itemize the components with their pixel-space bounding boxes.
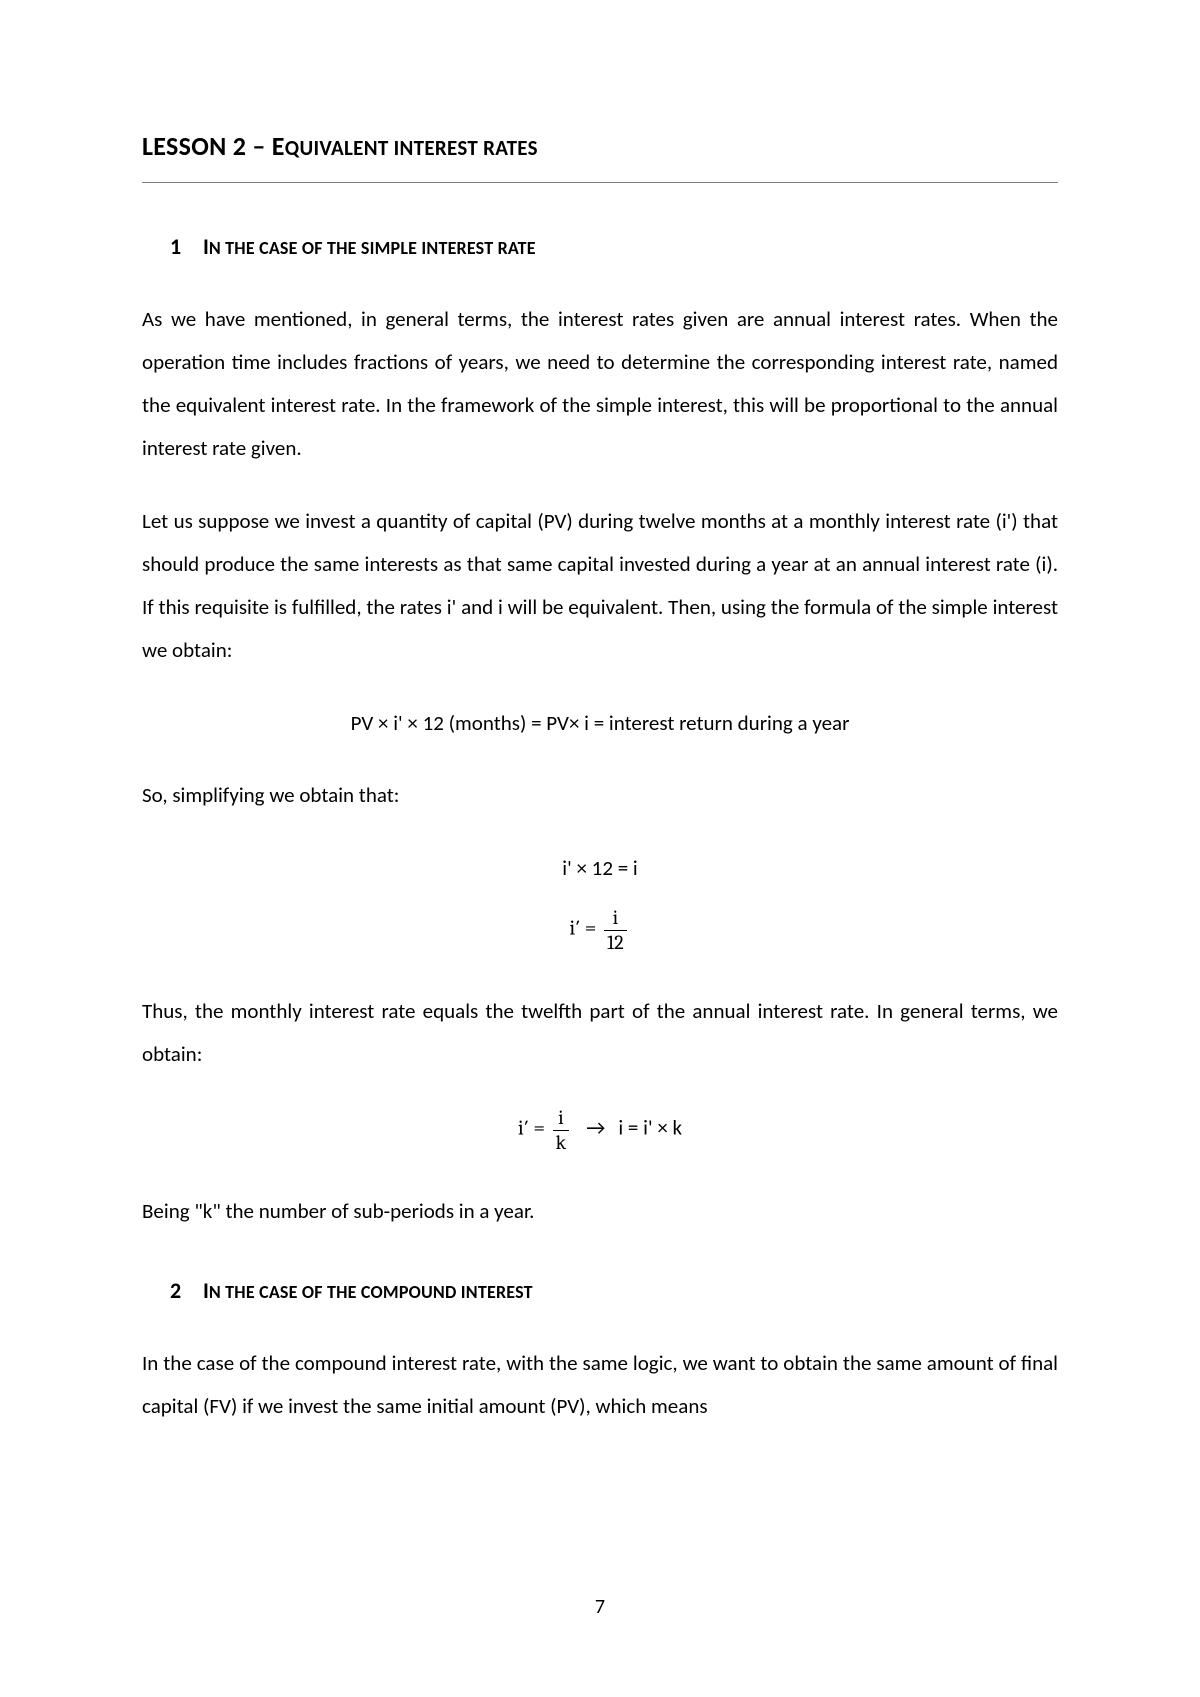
equation-3-denominator: 12 [604, 930, 627, 954]
section-1-text: N THE CASE OF THE SIMPLE INTEREST RATE [209, 237, 536, 259]
equation-4: i′ = i k → i = i' × k [142, 1107, 1058, 1154]
equation-3-fraction: i 12 [604, 907, 627, 954]
section-2-heading: 2 IN THE CASE OF THE COMPOUND INTEREST [170, 1277, 1058, 1304]
title-smallcaps: QUIVALENT INTEREST RATES [285, 135, 538, 161]
document-page: LESSON 2 – EQUIVALENT INTEREST RATES 1 I… [0, 0, 1200, 1697]
paragraph-1: As we have mentioned, in general terms, … [142, 298, 1058, 470]
equation-4-lhs: i′ = [518, 1116, 545, 1140]
equation-4-fraction: i k [553, 1107, 570, 1154]
section-2-number: 2 [170, 1277, 198, 1304]
section-2-text: N THE CASE OF THE COMPOUND INTEREST [209, 1281, 533, 1303]
title-prefix: LESSON 2 – E [142, 130, 285, 162]
equation-4-denominator: k [553, 1130, 570, 1154]
equation-3-numerator: i [604, 907, 627, 930]
equation-3: i′ = i 12 [142, 907, 1058, 954]
paragraph-2: Let us suppose we invest a quantity of c… [142, 500, 1058, 672]
equation-4-numerator: i [553, 1107, 570, 1130]
paragraph-4: Thus, the monthly interest rate equals t… [142, 990, 1058, 1076]
page-number: 7 [0, 1595, 1200, 1619]
title-rule [142, 182, 1058, 183]
paragraph-5: Being "k" the number of sub-periods in a… [142, 1190, 1058, 1233]
equation-1: PV × i' × 12 (months) = PV× i = interest… [142, 702, 1058, 744]
equation-4-arrow: → [577, 1114, 615, 1140]
section-1-number: 1 [170, 233, 198, 260]
equation-3-lhs: i′ = [569, 917, 596, 941]
lesson-title: LESSON 2 – EQUIVALENT INTEREST RATES [142, 130, 1058, 162]
arrow-icon: → [586, 1114, 605, 1140]
section-1-heading: 1 IN THE CASE OF THE SIMPLE INTEREST RAT… [170, 233, 1058, 260]
paragraph-3: So, simplifying we obtain that: [142, 774, 1058, 817]
paragraph-6: In the case of the compound interest rat… [142, 1342, 1058, 1428]
equation-2: i' × 12 = i [142, 847, 1058, 889]
equation-4-rhs: i = i' × k [618, 1114, 682, 1140]
